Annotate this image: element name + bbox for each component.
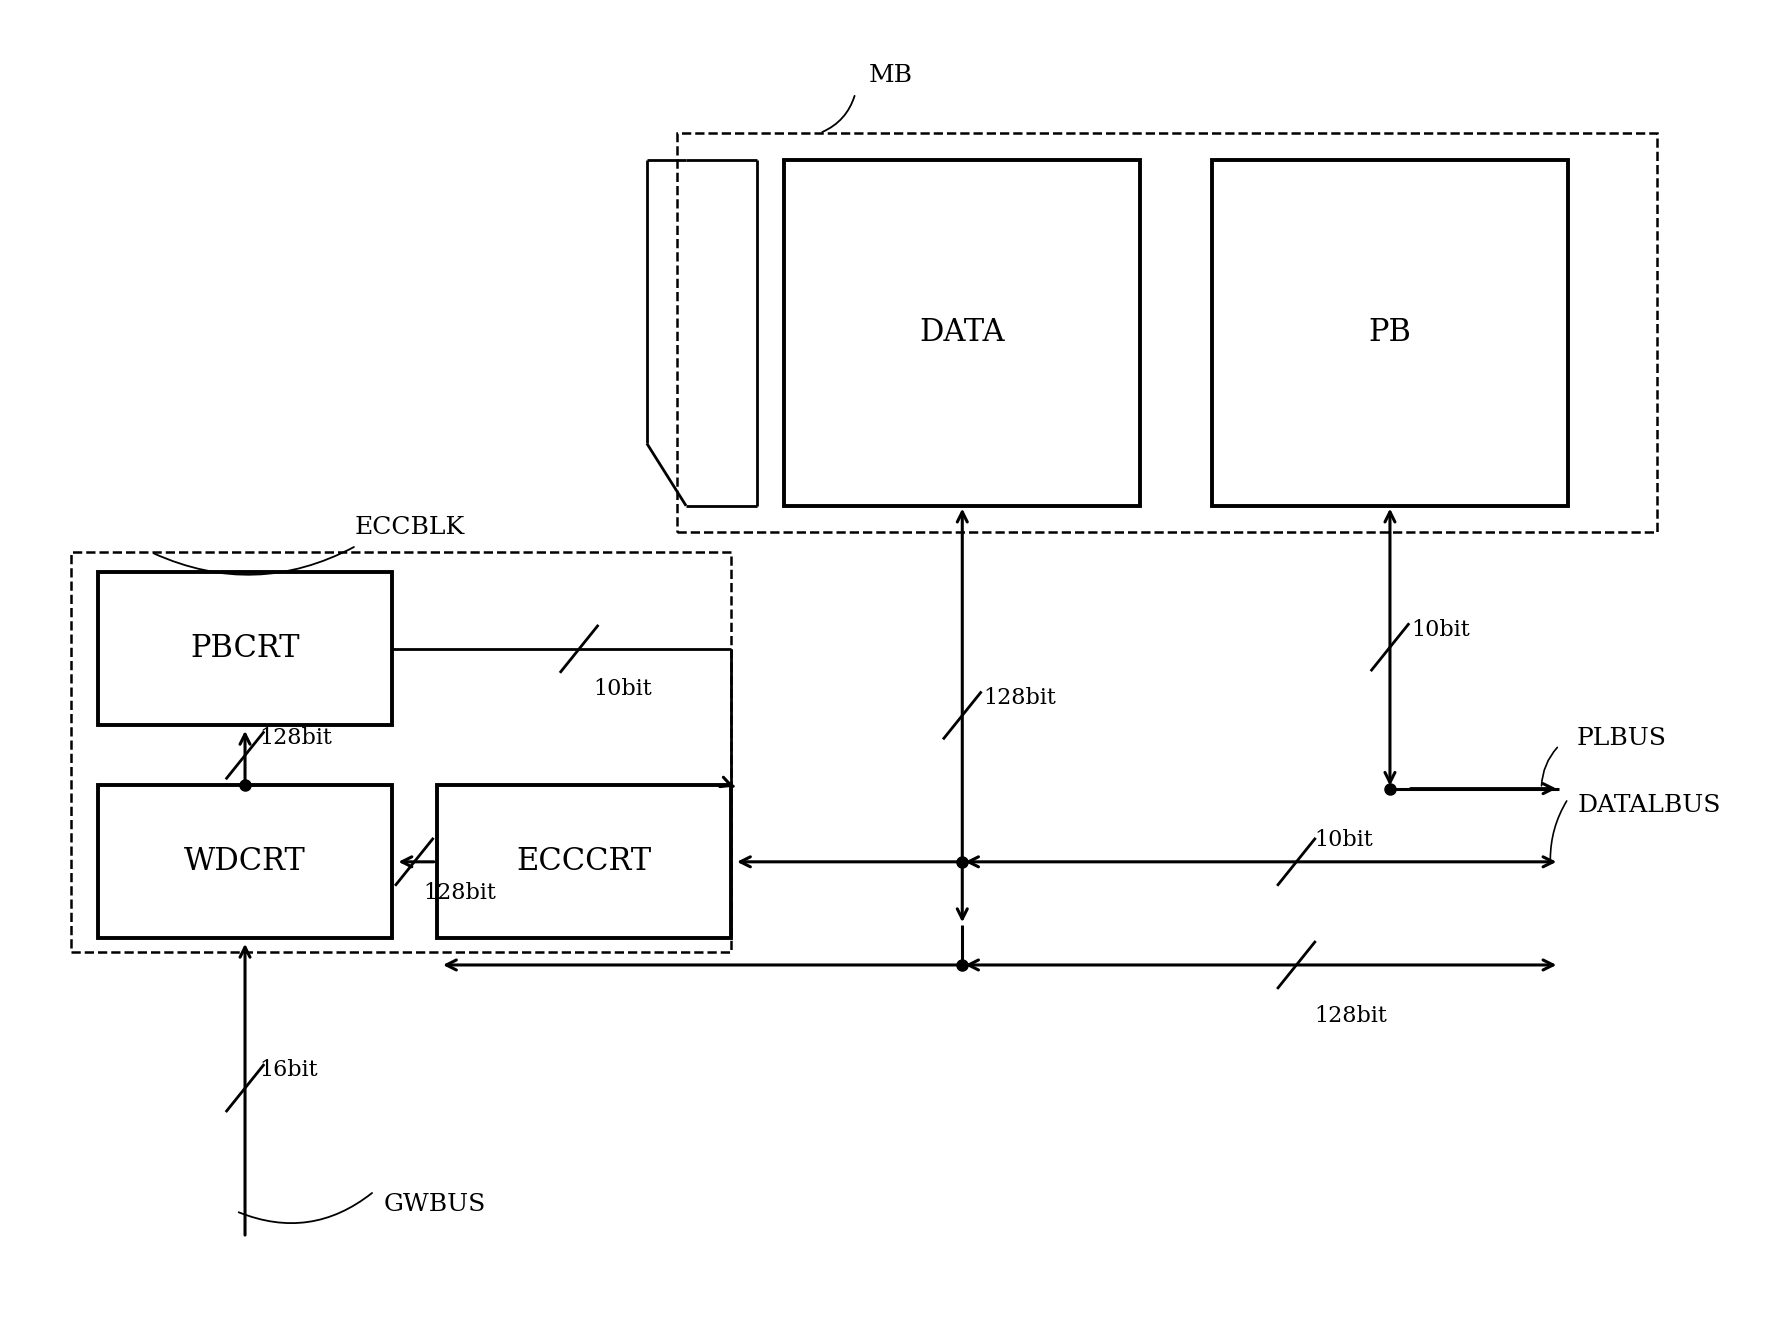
- Text: GWBUS: GWBUS: [383, 1193, 485, 1217]
- Bar: [677, 133, 1657, 532]
- Bar: [1212, 160, 1568, 506]
- Text: PLBUS: PLBUS: [1577, 727, 1668, 751]
- Text: 10bit: 10bit: [593, 677, 652, 700]
- Text: WDCRT: WDCRT: [184, 847, 307, 877]
- Bar: [784, 160, 1140, 506]
- Bar: [98, 572, 392, 725]
- Bar: [71, 552, 731, 952]
- Text: 10bit: 10bit: [1315, 829, 1372, 852]
- Text: 10bit: 10bit: [1411, 619, 1470, 640]
- Text: 128bit: 128bit: [984, 687, 1057, 708]
- Text: PBCRT: PBCRT: [191, 634, 299, 664]
- Text: PB: PB: [1369, 317, 1411, 349]
- Bar: [98, 785, 392, 938]
- Text: ECCBLK: ECCBLK: [355, 516, 465, 539]
- Text: ECCCRT: ECCCRT: [517, 847, 650, 877]
- Text: 128bit: 128bit: [1315, 1005, 1386, 1028]
- Text: 128bit: 128bit: [260, 727, 331, 748]
- Text: MB: MB: [870, 64, 912, 87]
- Text: 128bit: 128bit: [424, 881, 495, 904]
- Text: DATA: DATA: [920, 317, 1005, 349]
- Bar: [437, 785, 731, 938]
- Text: 16bit: 16bit: [260, 1059, 317, 1081]
- Text: DATALBUS: DATALBUS: [1577, 793, 1721, 817]
